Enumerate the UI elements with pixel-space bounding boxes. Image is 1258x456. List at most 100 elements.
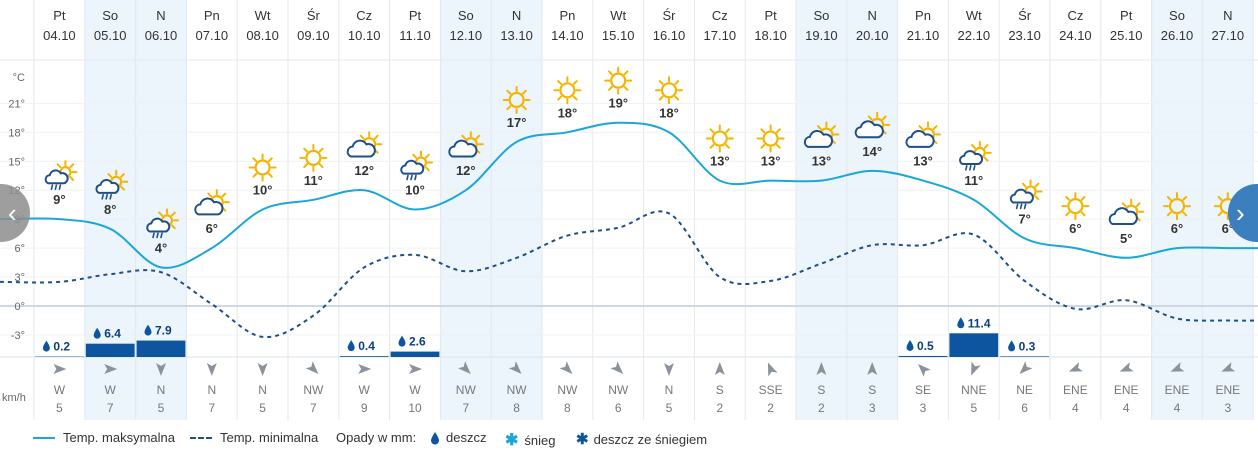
cloud-shape (448, 139, 478, 158)
date-label: 14.10 (551, 28, 584, 43)
date-label: 24.10 (1059, 28, 1092, 43)
wind-arrow-shape (508, 361, 522, 374)
wind-arrow-icon (1170, 362, 1185, 372)
wind-arrow-icon (767, 362, 778, 377)
wind-arrow-icon (104, 364, 118, 374)
sun-ray (424, 166, 430, 172)
tmax-value-label: 4° (155, 240, 167, 255)
day-of-week-label: Pt (53, 8, 66, 23)
wind-speed-label: 3 (869, 401, 876, 415)
sun-ray (170, 211, 176, 217)
y-tick-label: 18° (8, 127, 25, 139)
y-axis-unit: °C (13, 72, 25, 84)
day-of-week-label: Śr (663, 8, 677, 23)
precip-bar (390, 351, 440, 357)
sun-ray (1166, 195, 1172, 201)
sun-ray (725, 143, 730, 149)
date-label: 11.10 (399, 28, 431, 43)
sun-ray (120, 185, 125, 191)
sun-ray (932, 125, 938, 130)
wind-speed-label: 5 (56, 401, 63, 415)
sun-ray (572, 80, 578, 85)
tmax-value-label: 7° (1018, 211, 1030, 226)
wind-arrow-shape (918, 364, 931, 377)
wind-arrow-icon (409, 364, 422, 374)
wind-direction-label: N (665, 383, 674, 397)
date-label: 08.10 (246, 28, 279, 43)
wind-direction-label: N (157, 383, 166, 397)
cloud-shape (146, 217, 171, 233)
sun-disc (254, 159, 271, 176)
raindrop-shape (1008, 340, 1016, 352)
sun-cloud-icon (346, 131, 383, 158)
y-tick-label: 3° (14, 272, 25, 284)
tmax-value-label: 12° (354, 163, 374, 178)
wind-speed-label: 8 (513, 401, 520, 415)
date-label: 19.10 (805, 28, 838, 43)
wind-direction-label: NW (608, 383, 629, 397)
day-of-week-label: Pt (1120, 8, 1133, 23)
sun-ray (1182, 195, 1188, 201)
y-tick-label: 21° (8, 98, 25, 110)
sun-ray (608, 86, 613, 91)
sun-disc (305, 149, 322, 166)
wind-arrow-shape (53, 364, 67, 374)
sun-ray (1080, 211, 1086, 217)
snowflake-icon: ✱ (505, 432, 519, 449)
sun-ray (831, 125, 836, 130)
cloud-shape (1009, 188, 1034, 204)
tmax-value-label: 12° (456, 163, 476, 178)
sun-ray (709, 143, 715, 149)
day-of-week-label: So (1169, 8, 1185, 23)
wind-direction-label: N (258, 383, 267, 397)
sun-ray (557, 80, 563, 85)
raindrop-shape (144, 324, 152, 336)
legend-tmin-label: Temp. minimalna (220, 430, 319, 445)
tmax-value-label: 10° (253, 183, 273, 198)
legend-rain-label: deszcz (446, 430, 487, 445)
sun-icon (655, 76, 683, 105)
solid-line-icon (33, 436, 55, 439)
sun-ray (267, 172, 273, 178)
sun-ray (918, 125, 924, 130)
precip-value-label: 0.5 (917, 339, 934, 353)
date-label: 21.10 (907, 28, 940, 43)
sun-icon (756, 124, 785, 153)
rain-streak (160, 232, 163, 239)
sun-cloud-rain-icon (959, 140, 992, 171)
sun-ray (1065, 211, 1071, 217)
cloud-shape (854, 120, 884, 139)
weekend-column-bg (846, 0, 898, 420)
wind-arrow-shape (816, 362, 827, 375)
sun-ray (983, 144, 989, 149)
sun-ray (623, 70, 629, 76)
wind-speed-label: 8 (564, 401, 571, 415)
sun-ray (1121, 202, 1127, 208)
sun-ray (983, 156, 989, 162)
sun-disc (660, 82, 678, 99)
wind-arrow-icon (1119, 362, 1134, 372)
wind-direction-label: S (868, 383, 876, 397)
tmax-value-label: 9° (53, 192, 65, 207)
rain-streak (156, 232, 159, 239)
wind-speed-label: 3 (1224, 401, 1231, 415)
date-label: 07.10 (196, 28, 229, 43)
rain-streak (414, 174, 417, 181)
precip-bar (136, 340, 186, 357)
sun-cloud-rain-icon (146, 208, 179, 239)
day-of-week-label: Pt (764, 8, 777, 23)
sun-ray (107, 173, 113, 178)
dashed-line-icon (190, 436, 212, 439)
sun-ray (1034, 182, 1040, 188)
raindrop-icon (398, 335, 406, 347)
raindrop-shape (906, 339, 914, 351)
wind-direction-label: NW (303, 383, 324, 397)
precip-value-label: 0.3 (1019, 339, 1036, 353)
sun-ray (760, 128, 766, 134)
legend-precip-title: Opady w mm: (336, 430, 416, 445)
sun-ray (267, 157, 273, 163)
wind-arrow-icon (257, 363, 268, 376)
chart-legend: Temp. maksymalna Temp. minimalna Opady w… (0, 424, 1258, 452)
precip-bar (1000, 356, 1049, 357)
wind-direction-label: W (359, 383, 371, 397)
